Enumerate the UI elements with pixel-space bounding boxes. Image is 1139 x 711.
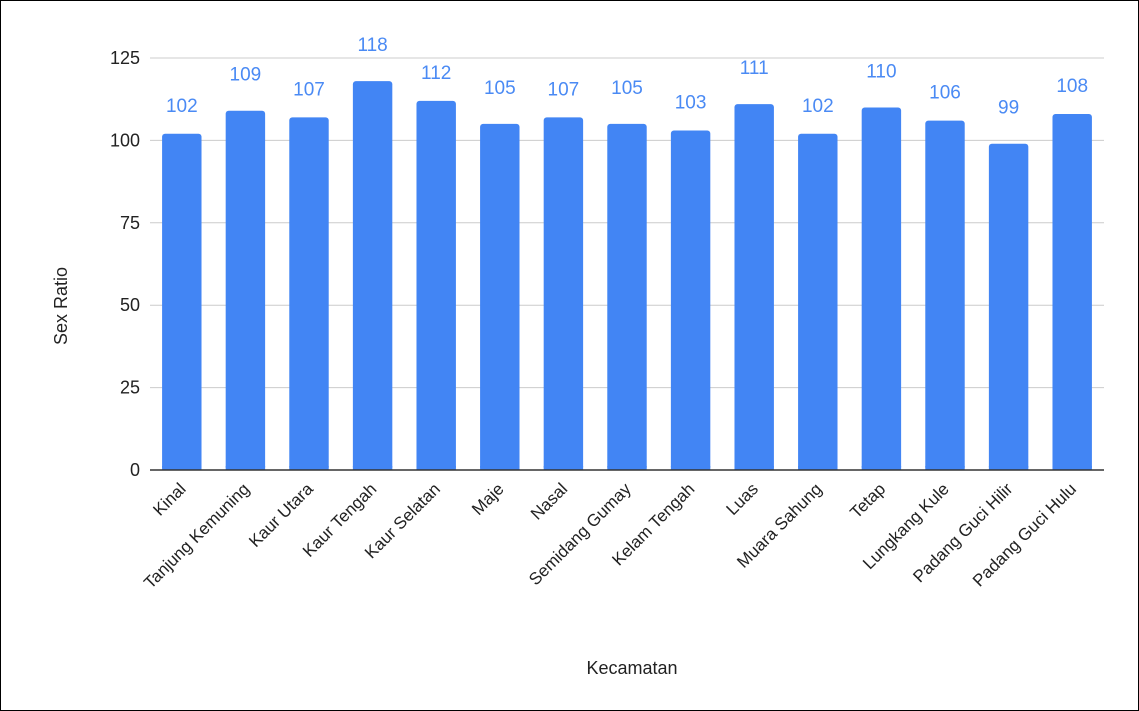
bar — [543, 117, 584, 470]
bar — [162, 133, 202, 471]
y-tick-label: 50 — [120, 295, 140, 315]
bar-base — [925, 466, 965, 470]
y-tick-labels: 0 25 50 75 100 125 — [110, 48, 140, 480]
bar-base — [734, 466, 774, 470]
x-tick-label: Nasal — [527, 479, 571, 523]
x-axis-title: Kecamatan — [586, 658, 677, 678]
bar — [1052, 114, 1092, 471]
data-label: 109 — [230, 65, 262, 86]
data-label: 118 — [357, 35, 387, 56]
y-axis-title: Sex Ratio — [51, 267, 71, 345]
bar-base — [988, 466, 1029, 470]
bar — [861, 107, 902, 470]
data-label: 110 — [866, 61, 896, 82]
data-label: 105 — [484, 78, 516, 99]
data-label: 112 — [421, 63, 451, 84]
bar — [352, 81, 393, 471]
data-label: 105 — [611, 78, 643, 99]
bar — [416, 100, 456, 471]
bar-base — [162, 466, 202, 470]
data-label: 106 — [929, 83, 961, 104]
x-tick-label: Kinal — [149, 479, 189, 519]
y-tick-label: 25 — [120, 378, 140, 398]
bars — [162, 81, 1092, 471]
bar-base — [607, 466, 647, 470]
data-labels: 102 109 107 118 112 105 107 105 103 111 102 110 106 9… — [166, 35, 1088, 119]
bar-base — [416, 466, 456, 470]
bar-base — [798, 466, 838, 470]
bar-base — [352, 466, 393, 470]
x-tick-label: Maje — [468, 479, 507, 518]
data-label: 102 — [802, 96, 834, 117]
bar — [988, 143, 1029, 471]
data-label: 108 — [1056, 76, 1088, 97]
data-label: 111 — [740, 58, 769, 79]
bar-base — [543, 466, 584, 470]
bar-base — [670, 466, 711, 470]
data-label: 107 — [293, 79, 325, 100]
y-tick-label: 125 — [110, 48, 140, 68]
bar — [289, 117, 329, 470]
bar — [734, 104, 774, 471]
y-tick-label: 100 — [110, 130, 140, 150]
bar — [607, 123, 647, 471]
bar-base — [289, 466, 329, 470]
y-tick-label: 75 — [120, 213, 140, 233]
bar — [925, 120, 965, 471]
data-label: 102 — [166, 96, 198, 117]
data-label: 107 — [548, 79, 580, 100]
bar — [798, 133, 838, 471]
data-label: 103 — [675, 93, 707, 114]
bar — [480, 123, 520, 471]
x-tick-label: Tetap — [846, 479, 889, 522]
x-tick-label: Tanjung Kemuning — [140, 479, 253, 592]
bar-base — [225, 466, 266, 470]
x-tick-label: Luas — [723, 479, 763, 519]
y-tick-label: 0 — [130, 460, 140, 480]
bar — [670, 130, 711, 470]
data-label: 99 — [998, 98, 1019, 119]
bar-base — [480, 466, 520, 470]
bar-base — [1052, 466, 1092, 470]
bar — [225, 110, 266, 471]
bar-base — [861, 466, 902, 470]
